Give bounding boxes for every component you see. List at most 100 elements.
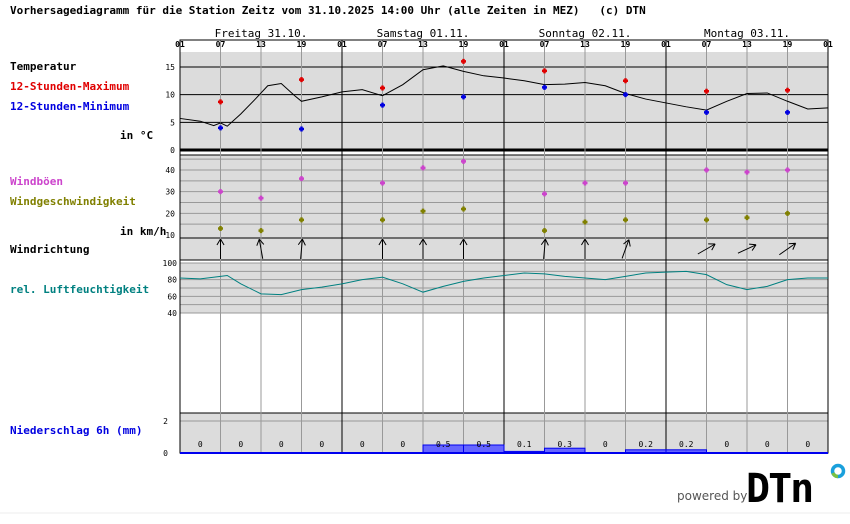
wind-speed-point bbox=[785, 210, 790, 216]
min-temp-point bbox=[380, 102, 385, 108]
precip-label: Niederschlag 6h (mm) bbox=[10, 424, 143, 437]
wind-direction-arrow bbox=[297, 238, 306, 260]
temp-unit-label: in °C bbox=[120, 129, 154, 142]
gust-point bbox=[461, 158, 466, 164]
hour-tick-label: 07 bbox=[378, 40, 388, 49]
gust-point bbox=[582, 180, 588, 186]
gust-point bbox=[380, 180, 385, 186]
gusts-label: Windböen bbox=[10, 175, 63, 188]
precip-value-label: 0 bbox=[603, 440, 608, 449]
wind-speed-point bbox=[704, 217, 709, 223]
gust-point bbox=[218, 189, 223, 195]
hour-tick-label: 19 bbox=[459, 40, 469, 49]
gust-point bbox=[542, 191, 547, 197]
gust-point bbox=[744, 169, 750, 175]
temp-tick-label: 0 bbox=[170, 146, 175, 155]
wind-speed-point bbox=[542, 228, 547, 234]
max-temp-point bbox=[785, 87, 790, 93]
hour-tick-label: 07 bbox=[216, 40, 226, 49]
max-temp-point bbox=[380, 85, 385, 91]
hour-tick-label: 01 bbox=[661, 40, 671, 49]
humidity-tick-label: 80 bbox=[167, 276, 177, 285]
min-label: 12-Stunden-Minimum bbox=[10, 100, 130, 113]
min-temp-point bbox=[785, 109, 790, 115]
wind-speed-point bbox=[744, 215, 750, 221]
min-temp-point bbox=[704, 109, 709, 115]
hour-tick-label: 13 bbox=[742, 40, 752, 49]
wind-speed-point bbox=[461, 206, 466, 212]
wind-speed-point bbox=[299, 217, 304, 223]
wind-tick-label: 20 bbox=[165, 209, 175, 218]
gust-point bbox=[299, 176, 304, 182]
wind-speed-label: Windgeschwindigkeit bbox=[10, 195, 136, 208]
precip-value-label: 0 bbox=[360, 440, 365, 449]
powered-by-text: powered by bbox=[677, 489, 748, 503]
max-temp-point bbox=[542, 68, 547, 74]
wind-direction-arrow bbox=[419, 238, 427, 259]
gust-point bbox=[623, 180, 628, 186]
precip-value-label: 0.2 bbox=[679, 440, 694, 449]
wind-direction-arrow bbox=[737, 243, 757, 254]
hour-tick-label: 07 bbox=[540, 40, 550, 49]
max-temp-point bbox=[218, 99, 223, 105]
max-temp-point bbox=[299, 77, 304, 83]
day-label: Sonntag 02.11. bbox=[539, 27, 632, 40]
wind-direction-arrow bbox=[256, 238, 265, 259]
humidity-label: rel. Luftfeuchtigkeit bbox=[10, 283, 150, 296]
precip-value-label: 0 bbox=[724, 440, 729, 449]
wind-tick-label: 30 bbox=[165, 188, 175, 197]
humidity-tick-label: 40 bbox=[167, 309, 177, 318]
wind-direction-arrow bbox=[621, 239, 631, 259]
precip-tick-label: 2 bbox=[163, 417, 168, 426]
temp-tick-label: 15 bbox=[165, 63, 175, 72]
precip-value-label: 0 bbox=[279, 440, 284, 449]
hour-tick-label: 07 bbox=[702, 40, 712, 49]
precip-value-label: 0.2 bbox=[639, 440, 654, 449]
precip-value-label: 0.5 bbox=[436, 440, 451, 449]
precip-value-label: 0 bbox=[765, 440, 770, 449]
wind-direction-arrow bbox=[216, 238, 225, 259]
hour-tick-label: 13 bbox=[418, 40, 428, 49]
min-temp-point bbox=[218, 125, 223, 131]
precip-value-label: 0.3 bbox=[558, 440, 573, 449]
max-label: 12-Stunden-Maximum bbox=[10, 80, 130, 93]
day-label: Samstag 01.11. bbox=[377, 27, 470, 40]
max-temp-point bbox=[704, 88, 709, 94]
hour-tick-label: 01 bbox=[337, 40, 347, 49]
precip-tick-label: 0 bbox=[163, 449, 168, 458]
wind-speed-point bbox=[582, 219, 588, 225]
hour-tick-label: 01 bbox=[499, 40, 509, 49]
gust-point bbox=[785, 167, 790, 173]
wind-unit-label: in km/h bbox=[120, 225, 167, 238]
precip-value-label: 0 bbox=[400, 440, 405, 449]
wind-direction-arrow bbox=[459, 238, 468, 259]
min-temp-point bbox=[623, 92, 628, 98]
gust-point bbox=[704, 167, 709, 173]
min-temp-point bbox=[542, 84, 547, 90]
wind-speed-point bbox=[258, 228, 264, 234]
day-label: Montag 03.11. bbox=[704, 27, 790, 40]
day-label: Freitag 31.10. bbox=[215, 27, 308, 40]
wind-direction-arrow bbox=[540, 238, 549, 260]
hour-tick-label: 13 bbox=[580, 40, 590, 49]
temp-tick-label: 5 bbox=[170, 118, 175, 127]
gust-point bbox=[420, 165, 426, 171]
humidity-line bbox=[179, 270, 828, 296]
temperature-label: Temperatur bbox=[10, 60, 77, 73]
hour-tick-label: 19 bbox=[783, 40, 793, 49]
min-temp-point bbox=[299, 126, 304, 132]
humidity-tick-label: 100 bbox=[163, 259, 178, 268]
wind-direction-label: Windrichtung bbox=[10, 243, 90, 256]
hour-tick-label: 19 bbox=[297, 40, 307, 49]
precip-value-label: 0 bbox=[319, 440, 324, 449]
wind-speed-point bbox=[420, 208, 426, 214]
wind-direction-arrow bbox=[697, 243, 716, 255]
wind-direction-arrow bbox=[378, 238, 387, 259]
wind-speed-point bbox=[218, 226, 223, 231]
wind-speed-point bbox=[380, 217, 385, 223]
hour-tick-label: 13 bbox=[256, 40, 266, 49]
chart-title: Vorhersagediagramm für die Station Zeitz… bbox=[10, 4, 646, 17]
precip-value-label: 0 bbox=[805, 440, 810, 449]
humidity-tick-label: 60 bbox=[167, 292, 177, 301]
precip-value-label: 0.5 bbox=[477, 440, 492, 449]
